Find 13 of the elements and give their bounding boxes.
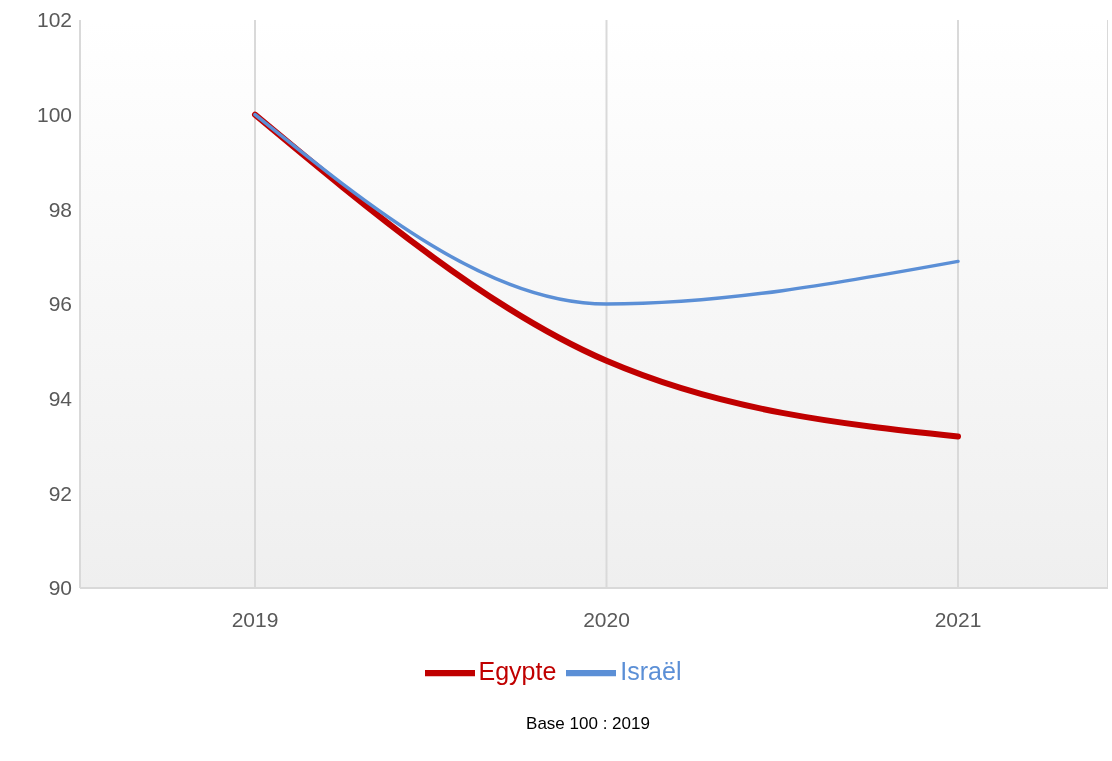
y-tick-label: 100 xyxy=(36,103,72,127)
x-tick-label: 2019 xyxy=(231,607,279,631)
y-tick-label: 96 xyxy=(48,292,72,316)
y-tick-label: 98 xyxy=(48,197,72,221)
x-tick-label: 2021 xyxy=(934,607,982,631)
legend-label: Israël xyxy=(620,656,682,685)
x-tick-label: 2020 xyxy=(583,607,630,631)
y-tick-label: 94 xyxy=(48,387,73,411)
y-tick-label: 102 xyxy=(36,8,72,32)
y-tick-label: 92 xyxy=(48,481,72,505)
y-tick-label: 90 xyxy=(48,576,72,600)
legend-label: Egypte xyxy=(478,656,557,685)
text: Base 100 : 2019 xyxy=(525,714,651,734)
